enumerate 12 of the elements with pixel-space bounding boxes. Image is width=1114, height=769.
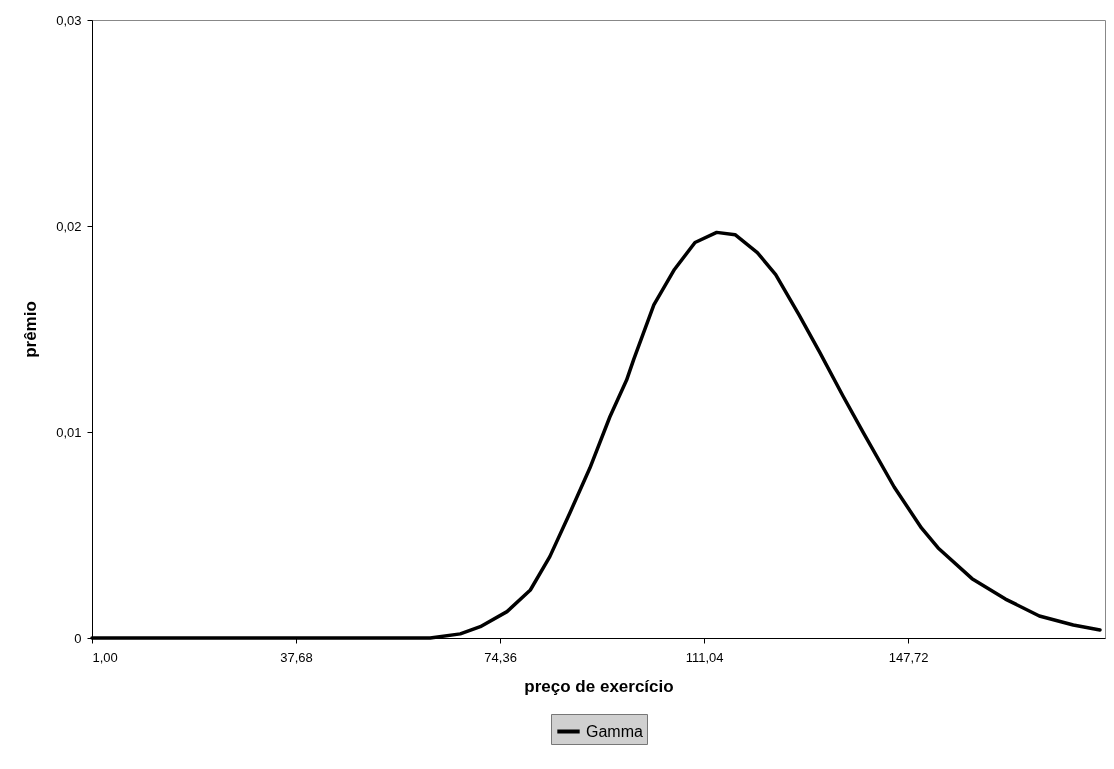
y-axis-title: prêmio (21, 301, 41, 358)
x-tick-label: 111,04 (685, 649, 724, 665)
x-tick-label: 74,36 (484, 649, 517, 665)
x-tick-label: 147,72 (888, 649, 929, 665)
legend-label: Gamma (586, 722, 643, 740)
x-tick-label: 1,00 (92, 649, 118, 665)
y-tick-label: 0 (74, 630, 82, 646)
y-tick-label: 0,02 (56, 218, 82, 234)
y-tick-label: 0,03 (56, 12, 82, 28)
y-tick-label: 0,01 (56, 424, 82, 440)
x-tick-label: 37,68 (280, 649, 313, 665)
x-axis-title: preço de exercício (524, 676, 674, 696)
